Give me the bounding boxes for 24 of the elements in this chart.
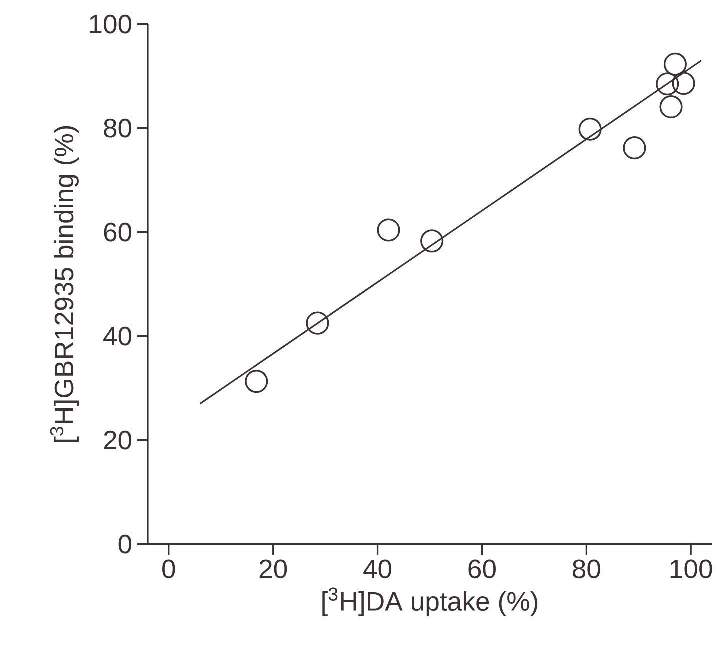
point bbox=[672, 72, 696, 96]
point bbox=[245, 370, 268, 394]
x-tick-label: 60 bbox=[468, 560, 496, 579]
x-tick-label: 0 bbox=[162, 560, 176, 579]
point bbox=[623, 136, 646, 160]
x-tick-label: 40 bbox=[364, 560, 392, 579]
x-axis-title: [$^{3}$H]DA uptake (%) bbox=[322, 588, 538, 616]
y-tick-label: 100 bbox=[90, 14, 132, 34]
point bbox=[656, 72, 680, 96]
x-tick-label: 80 bbox=[572, 560, 600, 579]
y-tick-label: 60 bbox=[104, 222, 132, 242]
point bbox=[664, 52, 687, 76]
y-tick-label: 80 bbox=[104, 118, 132, 138]
point bbox=[660, 95, 683, 119]
y-tick-label: 0 bbox=[118, 534, 132, 554]
x-tick-label: 100 bbox=[670, 560, 712, 579]
point bbox=[377, 218, 400, 242]
point bbox=[578, 118, 602, 141]
point bbox=[420, 230, 444, 253]
y-tick-label: 20 bbox=[104, 430, 132, 450]
y-tick-label: 40 bbox=[104, 326, 132, 346]
point bbox=[306, 312, 330, 335]
x-tick-label: 20 bbox=[260, 560, 288, 579]
y-axis-title: [$^{3}$H]GBR12935 binding (%) bbox=[50, 126, 79, 442]
